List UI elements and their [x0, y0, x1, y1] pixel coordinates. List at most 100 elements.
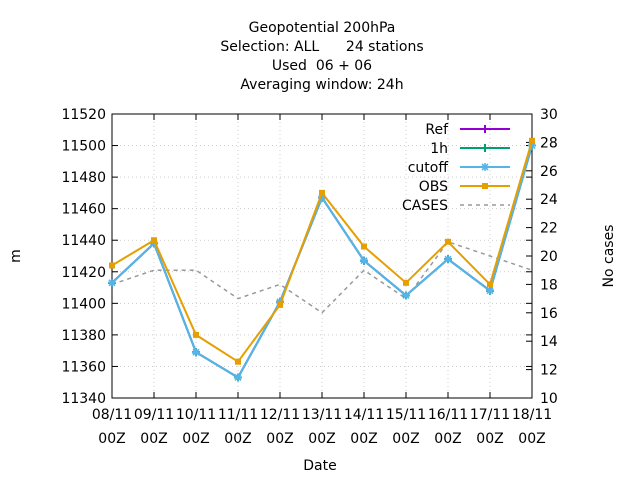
y2-tick-label: 24	[540, 192, 558, 208]
legend-label: CASES	[402, 198, 448, 214]
series-line	[111, 240, 533, 314]
x-axis-title: Date	[303, 458, 336, 474]
title-line: Geopotential 200hPa	[249, 20, 396, 36]
y2-tick-label: 20	[540, 249, 558, 265]
data-point	[402, 291, 410, 300]
data-point	[445, 238, 451, 245]
y-tick-label: 11500	[61, 139, 106, 155]
data-point	[192, 348, 200, 357]
data-point	[109, 262, 115, 269]
x-tick-label: 00Z	[476, 431, 503, 447]
x-tick-label: 16/11	[428, 407, 468, 423]
x-tick-label: 00Z	[266, 431, 293, 447]
legend-marker	[482, 183, 488, 189]
x-tick-label: 14/11	[344, 407, 384, 423]
plot-area	[111, 113, 533, 399]
grid	[112, 114, 532, 398]
title-line: Averaging window: 24h	[240, 77, 403, 93]
x-tick-label: 00Z	[98, 431, 125, 447]
y-tick-label: 11360	[61, 359, 106, 375]
legend: Ref 1h cutoff OBS CASES	[402, 122, 510, 214]
series-1h	[108, 141, 536, 382]
x-tick-label: 17/11	[470, 407, 510, 423]
y2-tick-label: 16	[540, 306, 558, 322]
legend-label: Ref	[425, 122, 449, 138]
legend-label: cutoff	[408, 160, 449, 176]
y2-axis: 10 12 14 16 18 20 22 24 26 28 30	[526, 107, 558, 407]
series-ref	[108, 141, 536, 382]
legend-label: OBS	[419, 179, 448, 195]
data-point	[235, 358, 241, 365]
x-tick-label: 15/11	[386, 407, 426, 423]
y-tick-label: 11480	[61, 170, 106, 186]
data-point	[193, 331, 199, 338]
x-tick-label: 00Z	[182, 431, 209, 447]
y-axis-title: m	[8, 249, 24, 263]
data-point	[318, 193, 326, 202]
y-tick-label: 11400	[61, 296, 106, 312]
data-point	[319, 189, 325, 196]
legend-item: Ref	[425, 122, 510, 138]
legend-item: cutoff	[408, 160, 510, 176]
legend-item: 1h	[430, 141, 510, 157]
data-point	[276, 297, 284, 306]
data-point	[277, 301, 283, 308]
y2-tick-label: 28	[540, 135, 558, 151]
x-tick-label: 00Z	[308, 431, 335, 447]
data-point	[486, 286, 494, 295]
data-point	[528, 141, 536, 150]
x-tick-label: 11/11	[218, 407, 258, 423]
x-tick-label: 00Z	[434, 431, 461, 447]
data-point	[151, 237, 157, 244]
y2-tick-label: 14	[540, 334, 558, 350]
legend-marker	[481, 163, 489, 171]
legend-item: CASES	[402, 198, 510, 214]
y2-tick-label: 10	[540, 391, 558, 407]
title-line: Selection: ALL 24 stations	[220, 39, 423, 55]
y2-tick-label: 18	[540, 277, 558, 293]
x-tick-label: 18/11	[512, 407, 552, 423]
y2-axis-title: No cases	[601, 225, 617, 288]
legend-marker	[481, 125, 489, 133]
y2-tick-label: 26	[540, 164, 558, 180]
data-point	[108, 278, 116, 287]
y-tick-label: 11440	[61, 233, 106, 249]
y-tick-label: 11380	[61, 328, 106, 344]
x-tick-label: 10/11	[176, 407, 216, 423]
x-tick-label: 00Z	[224, 431, 251, 447]
x-tick-label: 00Z	[392, 431, 419, 447]
legend-marker	[481, 144, 489, 152]
x-tick-label: 00Z	[518, 431, 545, 447]
series-line	[111, 140, 533, 364]
data-point	[403, 279, 409, 286]
y2-tick-label: 22	[540, 221, 558, 237]
data-point	[487, 281, 493, 288]
data-point	[361, 243, 367, 250]
legend-item: OBS	[419, 179, 510, 195]
y2-tick-label: 12	[540, 363, 558, 379]
y-tick-label: 11420	[61, 265, 106, 281]
x-tick-label: 08/11	[92, 407, 132, 423]
series-obs	[109, 137, 535, 365]
series	[108, 137, 536, 382]
x-tick-label: 09/11	[134, 407, 174, 423]
data-point	[529, 137, 535, 144]
series-cases	[111, 240, 533, 314]
x-tick-label: 00Z	[350, 431, 377, 447]
data-point	[360, 256, 368, 265]
y-tick-label: 11520	[61, 107, 106, 123]
data-point	[444, 255, 452, 264]
y-tick-label: 11340	[61, 391, 106, 407]
y2-tick-label: 30	[540, 107, 558, 123]
title-line: Used 06 + 06	[272, 58, 372, 74]
y-axis: 11340 11360 11380 11400 11420 11440 11460 11480…	[61, 107, 532, 407]
chart-title: Geopotential 200hPa Selection: ALL 24 sta…	[220, 20, 423, 93]
x-tick-label: 13/11	[302, 407, 342, 423]
x-tick-label: 12/11	[260, 407, 300, 423]
y-tick-label: 11460	[61, 202, 106, 218]
x-tick-label: 00Z	[140, 431, 167, 447]
legend-label: 1h	[430, 141, 448, 157]
data-point	[234, 373, 242, 382]
x-axis: 08/11 00Z 09/11 00Z 10/11 00Z 11/11 00Z 12/11 00Z…	[92, 114, 552, 447]
